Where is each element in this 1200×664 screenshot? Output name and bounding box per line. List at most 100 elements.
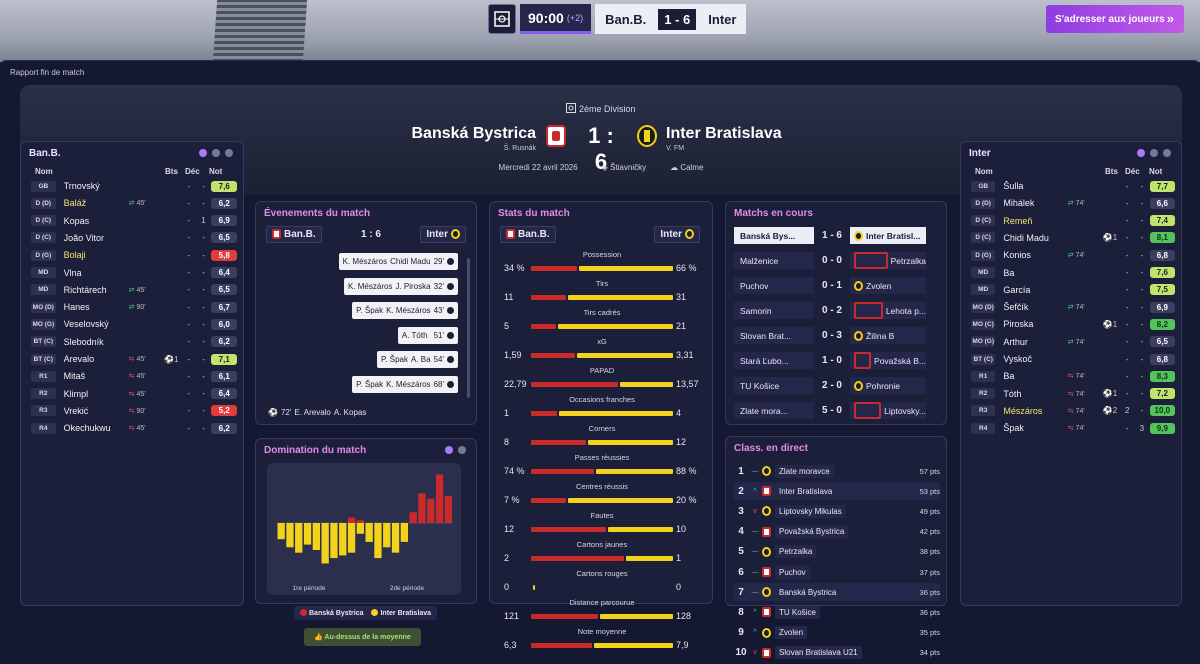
player-row[interactable]: D (G) Bolaji - -5,8	[25, 247, 238, 263]
player-name[interactable]: Vrekić	[63, 405, 89, 416]
player-row[interactable]: MD García - -7,5	[965, 282, 1176, 298]
table-team[interactable]: Inter Bratislava	[762, 484, 902, 498]
live-match-row[interactable]: Stará Ľubo... 1 - 0 Považská B...	[734, 351, 938, 370]
live-away-cell[interactable]: Lehota p...	[850, 302, 926, 319]
live-match-row[interactable]: Samorin 0 - 2 Lehota p...	[734, 301, 938, 320]
player-name[interactable]: Šefčík	[1003, 302, 1029, 313]
live-home[interactable]: Malženice	[734, 252, 814, 269]
player-name[interactable]: João Vitor	[63, 232, 104, 243]
live-away-cell[interactable]: Zvolen	[850, 277, 926, 294]
events-scrollbar[interactable]	[467, 258, 470, 398]
player-name[interactable]: Klimpl	[63, 388, 89, 399]
live-away-cell[interactable]: Žilina B	[850, 327, 926, 344]
player-name[interactable]: Baláž	[63, 198, 87, 209]
table-row[interactable]: 8 ^ TU Košice 36 pts	[734, 603, 940, 621]
table-row[interactable]: 4 — Považská Bystrica 42 pts	[734, 523, 940, 541]
player-name[interactable]: Konios	[1003, 250, 1031, 261]
live-away-cell[interactable]: Pohronie	[850, 377, 926, 394]
player-row[interactable]: MO (D) Hanes ⇄ 90' - -6,7	[25, 299, 238, 315]
live-away-cell[interactable]: Inter Bratisl...	[850, 227, 926, 244]
player-row[interactable]: D (G) Konios ⇄ 74' - -6,8	[965, 247, 1176, 263]
live-match-row[interactable]: TU Košice 2 - 0 Pohronie	[734, 376, 938, 395]
player-row[interactable]: MO (G) Arthur ⇄ 74' - -6,5	[965, 334, 1176, 350]
live-away-cell[interactable]: Petrzalka	[850, 252, 926, 269]
player-row[interactable]: R3 Mészáros ⇆ 74' ⚽2 2-10,0	[965, 403, 1176, 419]
table-team[interactable]: TU Košice	[762, 605, 902, 619]
player-row[interactable]: MD Richtárech ⇄ 45' - -6,5	[25, 282, 238, 298]
player-name[interactable]: Mihálek	[1003, 198, 1035, 209]
table-team[interactable]: Petrzalka	[762, 545, 902, 559]
player-row[interactable]: R2 Klimpl ⇆ 45' - -6,4	[25, 386, 238, 402]
player-name[interactable]: Veselovský	[63, 319, 109, 330]
player-row[interactable]: MD Vlna - -6,4	[25, 265, 238, 281]
player-row[interactable]: R1 Ba ⇆ 74' - -8,3	[965, 368, 1176, 384]
table-row[interactable]: 1 — Zlate moravce 57 pts	[734, 462, 940, 480]
live-match-row[interactable]: Puchov 0 - 1 Zvolen	[734, 276, 938, 295]
player-row[interactable]: GB Šulla - -7,7	[965, 178, 1176, 194]
player-row[interactable]: D (D) Mihálek ⇄ 74' - -6,6	[965, 195, 1176, 211]
player-name[interactable]: Chidi Madu	[1003, 232, 1049, 243]
player-row[interactable]: BT (C) Slebodník - -6,2	[25, 334, 238, 350]
player-name[interactable]: Bolaji	[63, 250, 86, 261]
live-home[interactable]: Banská Bys...	[734, 227, 814, 244]
table-team[interactable]: Považská Bystrica	[762, 525, 902, 539]
player-name[interactable]: García	[1003, 284, 1031, 295]
live-home[interactable]: TU Košice	[734, 377, 814, 394]
player-row[interactable]: MO (D) Šefčík ⇄ 74' - -6,9	[965, 299, 1176, 315]
player-name[interactable]: Vlna	[63, 267, 82, 278]
live-home[interactable]: Samorin	[734, 302, 814, 319]
table-team[interactable]: Puchov	[762, 565, 902, 579]
player-name[interactable]: Slebodník	[63, 336, 104, 347]
player-name[interactable]: Ba	[1003, 371, 1015, 382]
player-name[interactable]: Hanes	[63, 302, 90, 313]
live-away-cell[interactable]: Považská B...	[850, 352, 926, 369]
player-row[interactable]: R1 Mitaš ⇆ 45' - -6,1	[25, 368, 238, 384]
player-row[interactable]: D (C) Chidi Madu ⚽1- -8,1	[965, 230, 1176, 246]
player-name[interactable]: Remeň	[1003, 215, 1033, 226]
player-name[interactable]: Špak	[1003, 423, 1024, 434]
home-team-name[interactable]: Banská Bystrica	[411, 125, 536, 142]
table-row[interactable]: 3 v Liptovsky Mikulas 49 pts	[734, 502, 940, 520]
live-match-row[interactable]: Banská Bys... 1 - 6 Inter Bratisl...	[734, 226, 938, 245]
player-name[interactable]: Vyskoč	[1003, 354, 1033, 364]
player-name[interactable]: Okechukwu	[63, 423, 111, 434]
player-name[interactable]: Mészáros	[1003, 405, 1043, 416]
table-team[interactable]: Zvolen	[762, 626, 902, 640]
domination-pager[interactable]	[445, 446, 466, 454]
player-name[interactable]: Richtárech	[63, 284, 107, 295]
live-home[interactable]: Zlate mora...	[734, 402, 814, 419]
player-row[interactable]: BT (C) Arevalo ⇆ 45' ⚽1- -7,1	[25, 351, 238, 367]
lineup-pager[interactable]	[1137, 149, 1171, 157]
player-row[interactable]: MO (C) Piroska ⚽1- -8,2	[965, 316, 1176, 332]
player-row[interactable]: R3 Vrekić ⇆ 90' - -5,2	[25, 403, 238, 419]
player-row[interactable]: MD Ba - -7,6	[965, 265, 1176, 281]
player-row[interactable]: MO (G) Veselovský - -6,0	[25, 316, 238, 332]
table-row[interactable]: 9 ^ Zvolen 35 pts	[734, 624, 940, 642]
player-row[interactable]: R2 Tóth ⇆ 74' ⚽1- -7,2	[965, 386, 1176, 402]
player-row[interactable]: D (C) Remeň - -7,4	[965, 213, 1176, 229]
player-name[interactable]: Kopas	[63, 215, 90, 226]
table-team[interactable]: Zlate moravce	[762, 464, 902, 478]
table-row[interactable]: 5 — Petrzalka 38 pts	[734, 543, 940, 561]
player-name[interactable]: Šulla	[1003, 181, 1024, 191]
table-team[interactable]: Liptovsky Mikulas	[762, 504, 902, 518]
player-name[interactable]: Piroska	[1003, 319, 1034, 330]
player-row[interactable]: D (D) Baláž ⇄ 45' - -6,2	[25, 195, 238, 211]
table-team[interactable]: Banská Bystrica	[762, 585, 902, 599]
player-row[interactable]: R4 Špak ⇆ 74' -3 9,9	[965, 420, 1176, 436]
talk-to-players-button[interactable]: S'adresser aux joueurs »	[1046, 5, 1184, 33]
live-match-row[interactable]: Malženice 0 - 0 Petrzalka	[734, 251, 938, 270]
player-name[interactable]: Tóth	[1003, 388, 1022, 399]
pitch-icon[interactable]	[488, 4, 516, 34]
player-row[interactable]: BT (C) Vyskoč - -6,8	[965, 351, 1176, 367]
player-row[interactable]: D (C) João Vitor - -6,5	[25, 230, 238, 246]
table-row[interactable]: 2 ^ Inter Bratislava 53 pts	[734, 482, 940, 501]
player-name[interactable]: Arevalo	[63, 354, 95, 364]
lineup-pager[interactable]	[199, 149, 233, 157]
live-home[interactable]: Stará Ľubo...	[734, 352, 814, 369]
player-name[interactable]: Ba	[1003, 267, 1015, 278]
live-match-row[interactable]: Zlate mora... 5 - 0 Liptovsky...	[734, 401, 938, 420]
live-home[interactable]: Slovan Brat...	[734, 327, 814, 344]
live-home[interactable]: Puchov	[734, 277, 814, 294]
player-name[interactable]: Arthur	[1003, 336, 1028, 347]
